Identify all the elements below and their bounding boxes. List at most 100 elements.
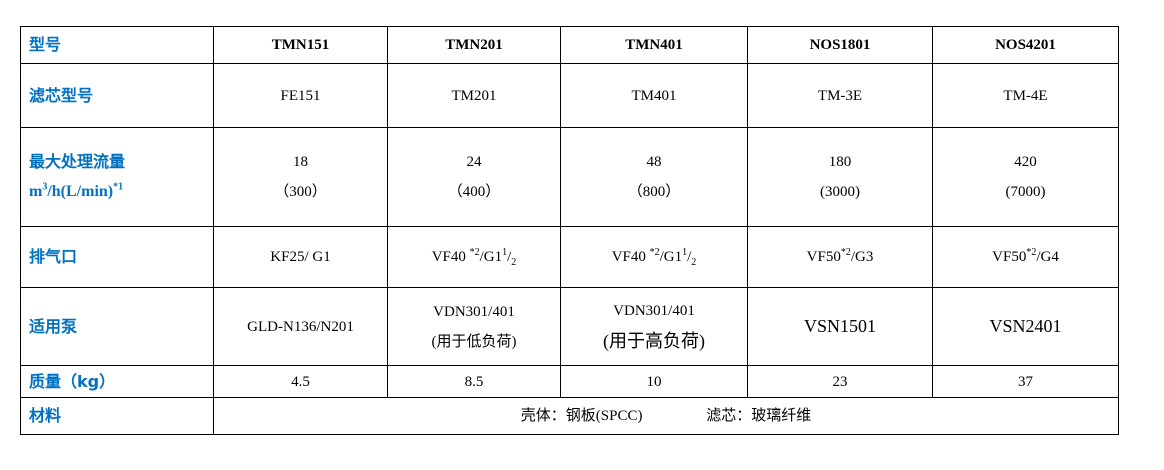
text-segment: TM401 <box>631 87 677 104</box>
text-segment: 适用泵 <box>29 316 78 336</box>
cell-line: (用于高负荷) <box>565 326 743 358</box>
text-segment: (3000) <box>820 184 860 200</box>
cell-line: VSN2401 <box>937 311 1114 343</box>
text-segment: NOS1801 <box>809 37 871 53</box>
cell-line: TM401 <box>565 81 743 111</box>
row-label: 最大处理流量 m3/h(L/min)*1 <box>20 127 214 227</box>
table-row-filter-model: 滤芯型号 FE151 TM201 TM401 TM-3E TM-4E <box>20 63 1119 128</box>
cell-line: VDN301/401 <box>392 297 556 327</box>
table-cell: NOS4201 <box>932 26 1119 64</box>
cell-line: 8.5 <box>392 367 556 397</box>
cell-line: (3000) <box>752 177 928 207</box>
label-line: 滤芯型号 <box>29 81 209 111</box>
cell-line: TM201 <box>392 81 556 111</box>
table-cell: VF40 *2/G11/2 <box>387 226 561 288</box>
table-cell: 24 （400） <box>387 127 561 227</box>
table-cell: TMN201 <box>387 26 561 64</box>
text-segment: 23 <box>832 373 848 390</box>
row-label: 质量（kg） <box>20 365 214 398</box>
table-cell: 10 <box>560 365 748 398</box>
table-row-max-flow: 最大处理流量 m3/h(L/min)*1 18 （300） 24 （400） 48 （800）… <box>20 127 1119 227</box>
text-segment: TM-3E <box>817 87 863 104</box>
text-segment: TM-4E <box>1003 87 1048 104</box>
table-cell: 420 (7000) <box>932 127 1119 227</box>
table-cell: VF50*2/G4 <box>932 226 1119 288</box>
text-segment: VDN301/401 <box>613 302 695 319</box>
text-segment: 1 <box>502 247 508 258</box>
cell-line: TMN401 <box>565 30 743 60</box>
text-segment: 18 <box>293 154 308 170</box>
text-segment: m <box>29 183 43 200</box>
text-segment: (用于高负荷) <box>603 330 705 351</box>
text-segment: 37 <box>1018 373 1033 390</box>
row-label: 材料 <box>20 397 214 435</box>
cell-line: VF40 *2/G11/2 <box>392 242 556 272</box>
text-segment: *2 <box>840 247 851 258</box>
table-row-mass: 质量（kg） 4.5 8.5 10 23 37 <box>20 365 1119 398</box>
table-cell: 8.5 <box>387 365 561 398</box>
cell-line: VF40 *2/G11/2 <box>565 242 743 272</box>
text-segment: TMN151 <box>271 37 330 53</box>
cell-line: 4.5 <box>218 367 383 397</box>
text-segment: FE151 <box>280 87 321 104</box>
text-segment: （300） <box>274 184 327 200</box>
table-cell: 18 （300） <box>213 127 388 227</box>
material-cell: 壳体：钢板(SPCC) 滤芯：玻璃纤维 <box>213 397 1119 435</box>
text-segment: /G3 <box>850 249 874 265</box>
table-row-model: 型号 TMN151 TMN201 TMN401 NOS1801 NOS4201 <box>20 26 1119 64</box>
text-segment: /h(L/min) <box>47 183 114 200</box>
text-segment: （800） <box>627 184 681 200</box>
cell-line: NOS1801 <box>752 30 928 60</box>
shell-material: 壳体：钢板(SPCC) <box>520 408 643 424</box>
text-segment: 3 <box>42 181 48 193</box>
cell-line: GLD-N136/N201 <box>218 312 383 342</box>
spec-table: 型号 TMN151 TMN201 TMN401 NOS1801 NOS4201 滤芯型号 FE… <box>20 26 1119 435</box>
table-cell: 48 （800） <box>560 127 748 227</box>
cell-line: NOS4201 <box>937 30 1114 60</box>
cell-line: 48 <box>565 147 743 177</box>
text-segment: VSN2401 <box>989 315 1062 336</box>
table-cell: TM201 <box>387 63 561 128</box>
text-segment: 8.5 <box>464 373 484 390</box>
table-cell: TMN151 <box>213 26 388 64</box>
text-segment: TMN401 <box>625 37 683 53</box>
cell-line: (用于低负荷) <box>392 327 556 357</box>
filter-material: 滤芯：玻璃纤维 <box>706 408 812 424</box>
text-segment: 滤芯型号 <box>29 85 94 105</box>
text-segment: 48 <box>646 154 662 170</box>
text-segment: *2 <box>469 247 480 258</box>
cell-line: 180 <box>752 147 928 177</box>
text-segment: 24 <box>466 154 482 170</box>
cell-line: TM-3E <box>752 81 928 111</box>
text-segment: (用于低负荷) <box>431 333 517 350</box>
cell-line: VF50*2/G4 <box>937 242 1114 272</box>
label-line: 质量（kg） <box>29 367 209 397</box>
label-line: 适用泵 <box>29 312 209 342</box>
cell-line: VF50*2/G3 <box>752 242 928 272</box>
text-segment: VF40 <box>611 249 650 265</box>
table-cell: TM-4E <box>932 63 1119 128</box>
cell-line: 37 <box>937 367 1114 397</box>
table-cell: VSN2401 <box>932 287 1119 366</box>
text-segment: 180 <box>828 154 852 170</box>
table-cell: NOS1801 <box>747 26 933 64</box>
table-cell: GLD-N136/N201 <box>213 287 388 366</box>
text-segment: VSN1501 <box>803 315 876 336</box>
text-segment: VF50 <box>806 249 841 265</box>
label-line: 最大处理流量 <box>29 147 209 177</box>
cell-line: TM-4E <box>937 81 1114 111</box>
row-label: 排气口 <box>20 226 214 288</box>
text-segment: TM201 <box>451 87 497 104</box>
table-cell: 37 <box>932 365 1119 398</box>
text-segment: VF50 <box>992 249 1027 265</box>
text-segment: 10 <box>646 373 662 390</box>
text-segment: 排气口 <box>29 247 78 266</box>
text-segment: TMN201 <box>445 37 503 53</box>
cell-line: TMN151 <box>218 30 383 60</box>
text-segment: /G4 <box>1036 249 1059 265</box>
table-cell: VDN301/401 (用于低负荷) <box>387 287 561 366</box>
cell-line: 24 <box>392 147 556 177</box>
text-segment: 最大处理流量 <box>29 152 126 171</box>
text-segment: 4.5 <box>291 373 310 390</box>
text-segment: / <box>687 249 692 265</box>
